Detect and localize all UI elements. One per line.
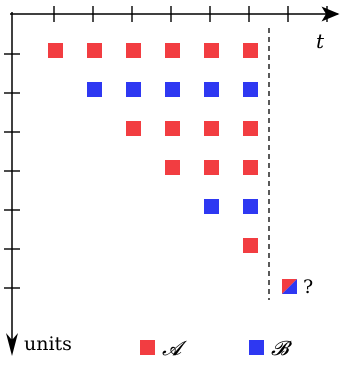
- time-axis-label: t: [316, 29, 325, 53]
- time-axis-ticks: [53, 6, 328, 22]
- legend-a-label: 𝓐: [162, 336, 188, 360]
- cell-a: [243, 238, 258, 253]
- cell-a: [243, 121, 258, 136]
- unit-time-cells: [48, 43, 258, 253]
- cell-b: [87, 82, 102, 97]
- cell-b: [165, 82, 180, 97]
- cell-b: [204, 199, 219, 214]
- cell-b: [243, 199, 258, 214]
- legend-b-swatch: [249, 340, 264, 355]
- cell-a: [87, 43, 102, 58]
- cell-a: [165, 43, 180, 58]
- cell-b: [126, 82, 141, 97]
- units-axis-label: units: [24, 333, 72, 355]
- cell-a: [204, 121, 219, 136]
- units-axis-ticks: [4, 53, 20, 289]
- cell-a: [48, 43, 63, 58]
- cell-a: [243, 160, 258, 175]
- units-axis-arrowhead: [6, 333, 18, 356]
- cell-a: [204, 43, 219, 58]
- unknown-cell-half-b: [282, 279, 297, 294]
- legend-b-label: 𝓑: [271, 336, 293, 360]
- unknown-marker-label: ?: [303, 276, 313, 298]
- legend-a-swatch: [140, 340, 155, 355]
- cell-a: [165, 160, 180, 175]
- cell-a: [243, 43, 258, 58]
- legend: 𝓐 𝓑: [140, 336, 293, 360]
- cell-a: [126, 43, 141, 58]
- cell-a: [204, 160, 219, 175]
- cell-b: [243, 82, 258, 97]
- cell-a: [165, 121, 180, 136]
- unknown-cell: [282, 279, 297, 294]
- cell-b: [204, 82, 219, 97]
- cell-a: [126, 121, 141, 136]
